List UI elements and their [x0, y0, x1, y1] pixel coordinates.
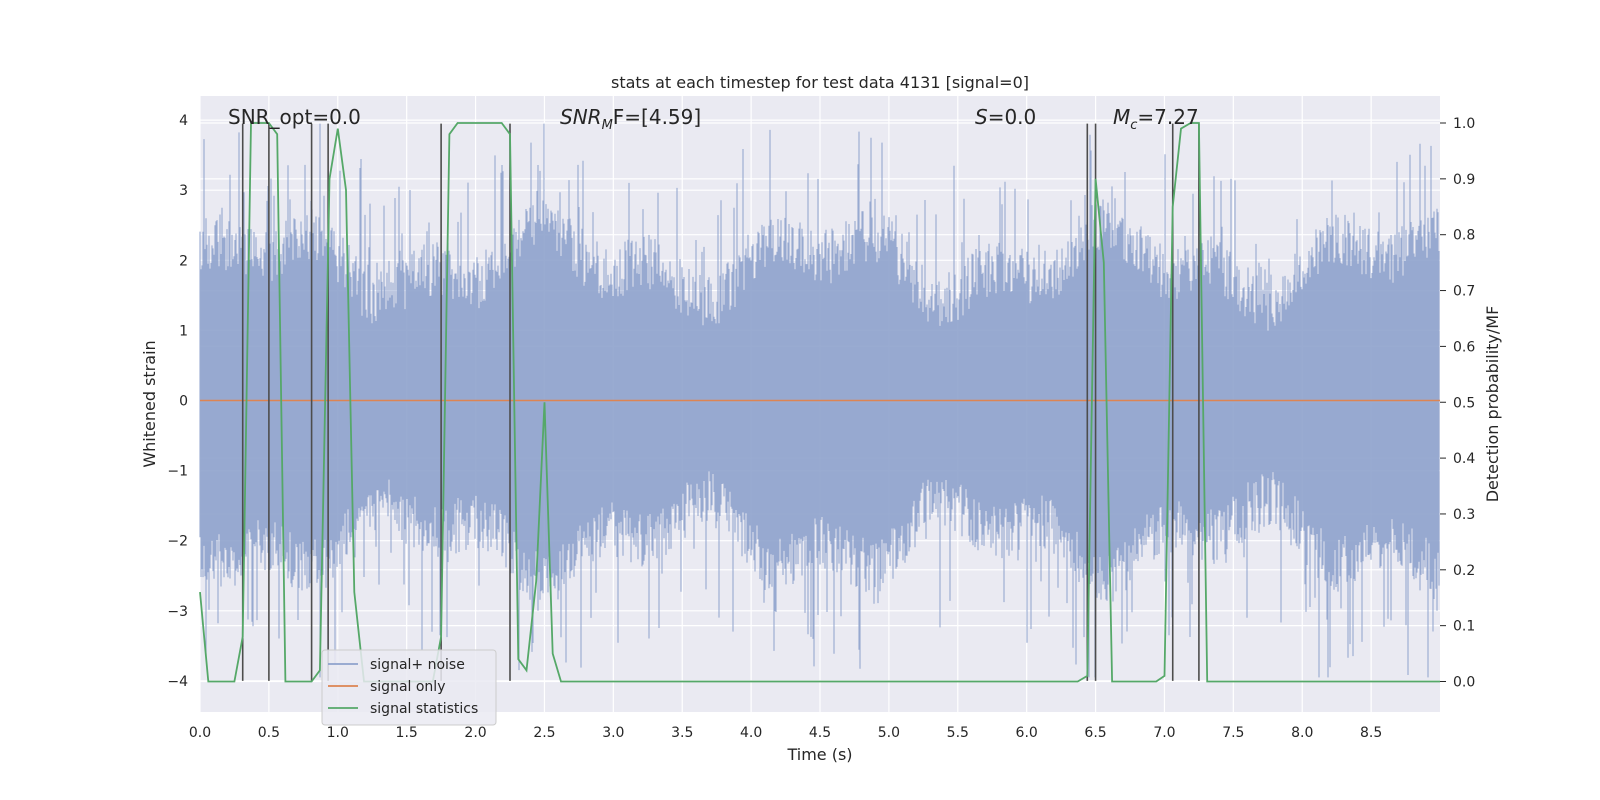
annotation-snr-mf: SNRMF=[4.59]	[560, 105, 701, 133]
x-tick-label: 7.0	[1153, 725, 1175, 741]
x-axis-title: Time (s)	[786, 745, 852, 764]
annotation-snr-opt: SNR_opt=0.0	[228, 105, 361, 129]
y2-tick-label: 1.0	[1453, 116, 1475, 132]
y2-axis-title: Detection probability/MF	[1483, 306, 1502, 503]
x-tick-label: 1.0	[327, 725, 349, 741]
y-tick-label: 4	[179, 113, 188, 129]
legend-label-signal-statistics: signal statistics	[370, 701, 478, 717]
y-tick-label: −3	[167, 604, 188, 620]
x-tick-label: 4.0	[740, 725, 762, 741]
y-tick-label: 0	[179, 394, 188, 410]
y2-tick-label: 0.8	[1453, 228, 1475, 244]
x-tick-label: 2.5	[533, 725, 555, 741]
x-tick-label: 1.5	[396, 725, 418, 741]
y-tick-label: 1	[179, 323, 188, 339]
signal-statistics-line	[199, 122, 1440, 683]
y-tick-label: 2	[179, 253, 188, 269]
x-tick-label: 2.0	[464, 725, 486, 741]
chart-title: stats at each timestep for test data 413…	[611, 73, 1029, 92]
y-tick-labels: 4 3 2 1 0 −1 −2 −3 −4	[167, 113, 188, 690]
x-tick-label: 5.0	[878, 725, 900, 741]
x-tick-label: 3.5	[671, 725, 693, 741]
y-tick-label: 3	[179, 183, 188, 199]
x-tick-label: 8.5	[1360, 725, 1382, 741]
x-tick-label: 5.5	[947, 725, 969, 741]
legend-label-signal-noise: signal+ noise	[370, 657, 465, 673]
signal-noise-series	[199, 123, 1440, 678]
annotation-s: S=0.0	[975, 105, 1036, 129]
x-tick-label: 6.5	[1084, 725, 1106, 741]
y2-tick-labels: 1.0 0.9 0.8 0.7 0.6 0.5 0.4 0.3 0.2 0.1 0.0	[1440, 116, 1475, 691]
y-tick-label: −2	[167, 534, 188, 550]
x-tick-label: 0.0	[189, 725, 211, 741]
y2-tick-label: 0.9	[1453, 172, 1475, 188]
y2-tick-label: 0.1	[1453, 619, 1475, 635]
x-tick-label: 6.0	[1016, 725, 1038, 741]
y2-tick-label: 0.4	[1453, 451, 1475, 467]
y2-tick-label: 0.0	[1453, 675, 1475, 691]
y-axis-title: Whitened strain	[140, 340, 159, 467]
x-tick-label: 7.5	[1222, 725, 1244, 741]
signal-noise-line	[199, 123, 1440, 678]
y-tick-label: −4	[167, 674, 188, 690]
y-tick-label: −1	[167, 464, 188, 480]
legend-box	[321, 649, 497, 726]
legend: signal+ noise signal only signal statist…	[321, 649, 497, 726]
y2-tick-label: 0.7	[1453, 284, 1475, 300]
x-tick-label: 8.0	[1291, 725, 1313, 741]
y2-tick-label: 0.2	[1453, 563, 1475, 579]
legend-label-signal-only: signal only	[370, 679, 445, 695]
x-tick-labels: 0.0 0.5 1.0 1.5 2.0 2.5 3.0 3.5 4.0 4.5 5.0 5.5 6.0 6…	[189, 725, 1382, 741]
signal-statistics-series	[199, 122, 1440, 683]
annotation-mc: Mc=7.27	[1113, 105, 1199, 133]
x-tick-label: 3.0	[602, 725, 624, 741]
x-tick-label: 4.5	[809, 725, 831, 741]
x-tick-label: 0.5	[258, 725, 280, 741]
y2-tick-label: 0.5	[1453, 395, 1475, 411]
y2-tick-label: 0.6	[1453, 339, 1475, 355]
y2-tick-label: 0.3	[1453, 507, 1475, 523]
